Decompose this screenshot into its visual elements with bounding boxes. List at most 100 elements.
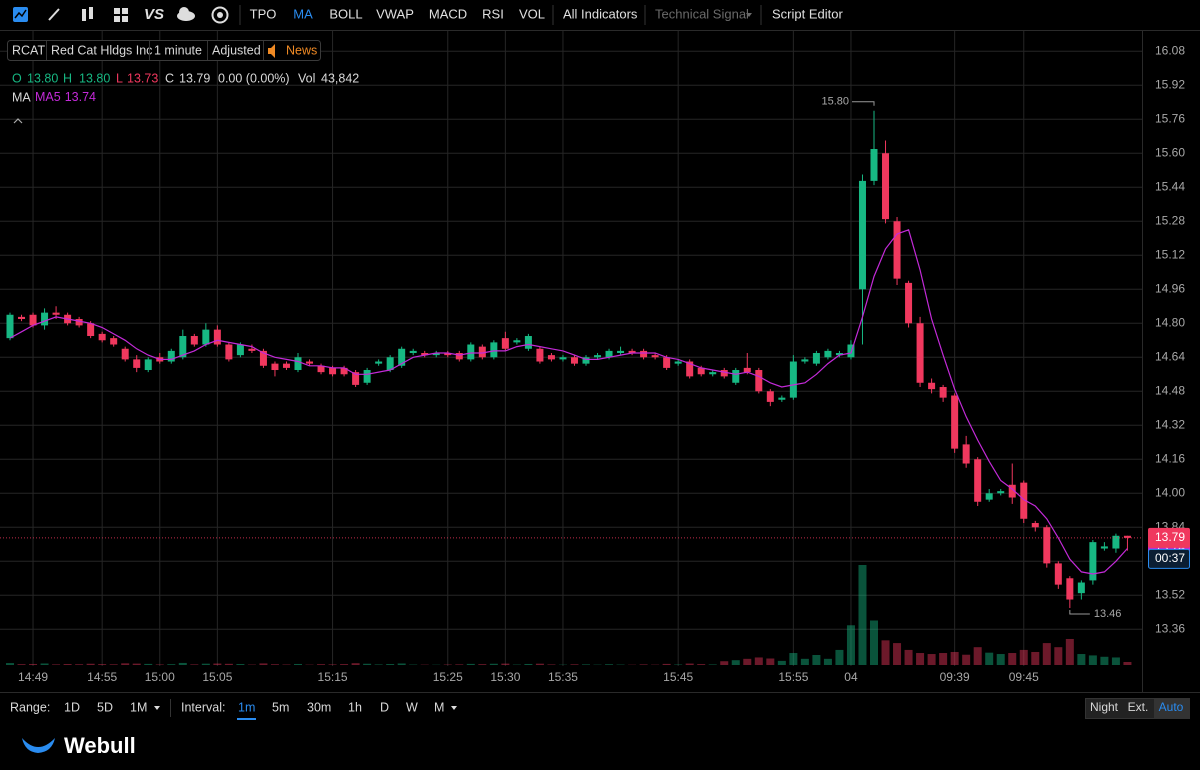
candle-body	[1077, 582, 1085, 594]
indicator-button[interactable]: VOL	[519, 6, 545, 21]
volume-bar	[800, 658, 809, 665]
indicator-button[interactable]: TPO	[250, 6, 277, 21]
y-tick-label: 15.12	[1155, 247, 1185, 261]
layout-icon	[114, 16, 120, 22]
volume-bar	[75, 664, 84, 665]
candle-body	[870, 149, 878, 181]
volume-bar	[1077, 654, 1086, 665]
x-tick-label: 15:00	[145, 670, 175, 684]
volume-bar	[190, 664, 199, 665]
candle-body	[340, 367, 348, 375]
low-label: 13.46	[1094, 608, 1122, 620]
adjustment-label[interactable]: Adjusted	[212, 43, 261, 57]
interval-button[interactable]: W	[406, 700, 418, 714]
candle-body	[835, 353, 843, 356]
x-tick-label: 04	[844, 670, 858, 684]
ma-line	[9, 229, 1128, 575]
candle-body	[893, 221, 901, 279]
interval-label[interactable]: 1 minute	[154, 43, 202, 57]
candle-body	[421, 353, 429, 356]
volume-bar	[605, 664, 614, 665]
interval-button[interactable]: M	[434, 700, 444, 714]
interval-button[interactable]: 5m	[272, 700, 289, 714]
session-button[interactable]: Ext.	[1128, 700, 1149, 714]
candle-body	[133, 359, 141, 368]
candle-body	[1031, 523, 1039, 528]
layout-icon	[122, 8, 128, 14]
interval-button[interactable]: 1m	[238, 700, 255, 714]
volume-bar	[40, 663, 49, 665]
indicator-button[interactable]: BOLL	[329, 6, 362, 21]
dropdown-arrow	[451, 706, 457, 710]
range-button[interactable]: 1M	[130, 700, 147, 714]
indicator-button[interactable]: MACD	[429, 6, 467, 21]
y-tick-label: 16.08	[1155, 43, 1185, 57]
candle-body	[110, 338, 118, 345]
volume-bar	[178, 662, 187, 665]
price-tag-label: 13.79	[1155, 530, 1185, 544]
candle-body	[398, 348, 406, 366]
volume-bar	[86, 663, 95, 665]
y-tick-label: 14.64	[1155, 349, 1185, 363]
quote-close: 13.79	[179, 71, 210, 85]
candle-body	[709, 372, 717, 375]
layout-icon	[122, 16, 128, 22]
candle-body	[674, 361, 682, 364]
volume-bar	[754, 657, 763, 665]
news-button[interactable]: News	[286, 43, 317, 57]
range-button[interactable]: 1D	[64, 700, 80, 714]
candle-body	[559, 357, 567, 360]
volume-bar	[17, 664, 26, 665]
candle-body	[663, 357, 671, 368]
layout-icon[interactable]	[114, 8, 120, 14]
ma-legend: MA5 13.74	[35, 90, 96, 104]
candle-icon[interactable]	[82, 9, 86, 21]
volume-bar	[466, 663, 475, 665]
volume-bar	[893, 643, 902, 665]
indicator-button[interactable]: RSI	[482, 6, 504, 21]
compare-button[interactable]: VS	[144, 6, 164, 23]
candle-body	[444, 353, 452, 356]
volume-bar	[501, 663, 510, 665]
volume-bar	[547, 664, 556, 665]
y-tick-label: 14.96	[1155, 281, 1185, 295]
collapse-toggle[interactable]	[13, 118, 23, 124]
script-editor-button[interactable]: Script Editor	[772, 6, 843, 21]
candle-body	[582, 357, 590, 364]
dividend-icon[interactable]	[211, 6, 229, 24]
interval-button[interactable]: 1h	[348, 700, 362, 714]
candle-body	[225, 344, 233, 360]
all-indicators-button[interactable]: All Indicators	[563, 6, 638, 21]
x-tick-label: 14:55	[87, 670, 117, 684]
interval-key: Interval:	[181, 700, 225, 714]
ma-legend-value: 13.74	[65, 90, 96, 104]
x-tick-label: 14:49	[18, 670, 48, 684]
x-tick-label: 09:45	[1009, 670, 1039, 684]
volume-bar	[524, 663, 533, 665]
technical-signal-button[interactable]: Technical Signal	[655, 6, 749, 21]
session-active	[1154, 699, 1189, 718]
volume-bar	[846, 625, 855, 665]
volume-bar	[478, 664, 487, 665]
candle-body	[18, 316, 26, 320]
volume-bar	[985, 652, 994, 665]
candle-body	[490, 342, 498, 358]
volume-bar	[236, 664, 245, 665]
interval-button[interactable]: 30m	[307, 700, 331, 714]
interval-button[interactable]: D	[380, 700, 389, 714]
volume-bar	[639, 664, 648, 665]
indicator-button[interactable]: MA	[293, 6, 313, 21]
range-button[interactable]: 5D	[97, 700, 113, 714]
volume-bar	[823, 658, 832, 665]
candle-body	[617, 350, 625, 354]
session-button[interactable]: Night	[1090, 700, 1119, 714]
brand-logo	[22, 738, 55, 753]
draw-icon[interactable]	[48, 8, 60, 21]
session-button[interactable]: Auto	[1159, 700, 1184, 714]
indicator-button[interactable]: VWAP	[376, 6, 414, 21]
quote-high: 13.80	[79, 71, 110, 85]
ticker: RCAT	[12, 43, 45, 57]
candle-body	[248, 348, 256, 351]
volume-bar	[386, 664, 395, 665]
